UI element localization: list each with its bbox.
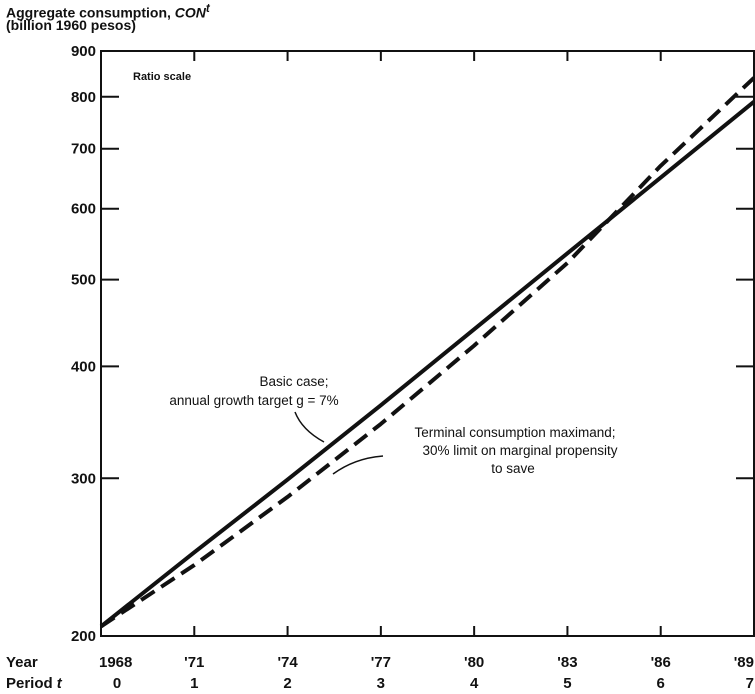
x-row-label-period: Period t — [6, 675, 63, 692]
leader-terminal — [332, 455, 384, 475]
annotation-basic-line-2: annual growth target g = 7% — [169, 393, 338, 408]
x-axis-ticks: 1968 0 '71 1 '74 2 '77 3 '80 4 '83 5 '86 6 '89 7 — [99, 51, 755, 692]
y-axis-variable: CON — [174, 4, 206, 21]
scale-note: Ratio scale — [133, 71, 191, 83]
x-tick-period-label-1: 1 — [190, 675, 198, 692]
x-tick-period-label-6: 6 — [657, 675, 665, 692]
y-tick-label-300: 300 — [71, 470, 96, 487]
series-layer — [99, 76, 755, 629]
y-axis-variable-superscript: t — [205, 2, 210, 15]
y-tick-label-600: 600 — [71, 201, 96, 218]
x-tick-year-label-1989: '89 — [734, 654, 754, 671]
y-axis-unit: (billion 1960 pesos) — [6, 17, 136, 33]
x-tick-year-label-1971: '71 — [184, 654, 204, 671]
series-annotations: Basic case; annual growth target g = 7% Te… — [169, 374, 617, 476]
x-tick-year-label-1974: '74 — [277, 654, 298, 671]
x-tick-period-label-7: 7 — [746, 675, 754, 692]
plot-frame — [100, 50, 755, 637]
y-tick-label-400: 400 — [71, 358, 96, 375]
x-tick-period-label-3: 3 — [377, 675, 385, 692]
x-tick-year-label-1977: '77 — [371, 654, 391, 671]
x-tick-period-label-4: 4 — [470, 675, 479, 692]
annotation-terminal-line-3: to save — [491, 461, 535, 476]
x-tick-year-label-1980: '80 — [464, 654, 484, 671]
x-row-label-year: Year — [6, 654, 38, 671]
y-tick-label-700: 700 — [71, 141, 96, 158]
y-tick-label-500: 500 — [71, 272, 96, 289]
x-tick-year-label-1968: 1968 — [99, 654, 132, 671]
x-tick-year-label-1983: '83 — [557, 654, 577, 671]
annotation-terminal-line-1: Terminal consumption maximand; — [414, 425, 615, 440]
annotation-terminal-line-2: 30% limit on marginal propensity — [422, 443, 617, 458]
y-axis-title: Aggregate consumption, CONt — [6, 2, 210, 21]
y-axis-ticks: 200 300 400 500 600 700 800 900 — [71, 43, 754, 645]
x-tick-period-label-0: 0 — [113, 675, 121, 692]
leader-basic — [294, 411, 325, 443]
x-tick-period-label-5: 5 — [563, 675, 571, 692]
y-tick-label-900: 900 — [71, 43, 96, 60]
series-line-basic — [99, 100, 755, 628]
x-tick-period-label-2: 2 — [283, 675, 291, 692]
y-tick-label-200: 200 — [71, 628, 96, 645]
annotation-basic-line-1: Basic case; — [259, 374, 328, 389]
x-tick-year-label-1986: '86 — [651, 654, 671, 671]
series-line-terminal — [99, 76, 755, 629]
y-tick-label-800: 800 — [71, 89, 96, 106]
